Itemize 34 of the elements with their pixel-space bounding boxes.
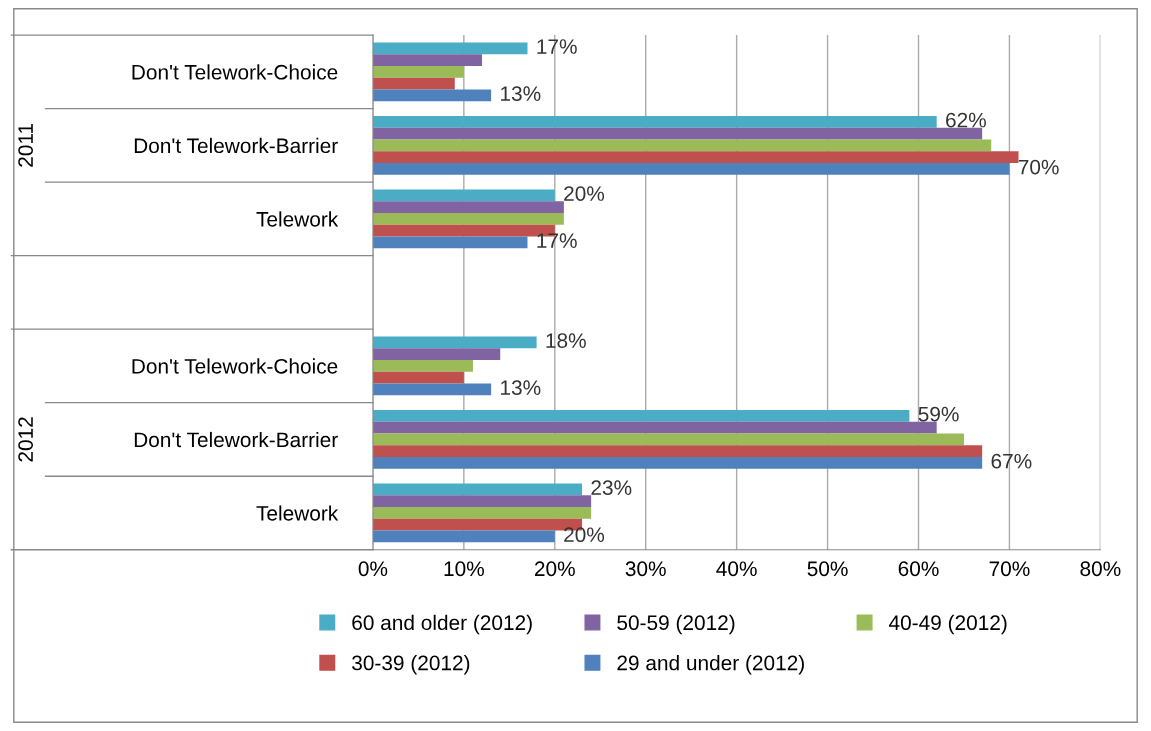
x-tick-label: 50% xyxy=(807,561,848,577)
data-label: 18% xyxy=(546,333,586,348)
y-tick-label: Telework xyxy=(256,211,339,227)
y-tick-label: Don't Telework-Choice xyxy=(132,358,338,374)
data-label: 20% xyxy=(564,186,605,201)
y-tick-label: Don't Telework-Barrier xyxy=(134,137,338,154)
x-tick-label: 40% xyxy=(716,561,757,577)
legend-label: 30-39 (2012) xyxy=(352,655,470,675)
x-tick-label: 60% xyxy=(898,561,939,577)
data-label: 62% xyxy=(946,112,986,128)
data-label: 70% xyxy=(1018,159,1059,175)
x-tick-label: 30% xyxy=(625,561,666,577)
data-label: 67% xyxy=(991,453,1032,469)
data-label: 13% xyxy=(501,86,541,101)
data-label: 23% xyxy=(591,480,632,496)
x-tick-label: 20% xyxy=(534,561,575,577)
x-tick-label: 80% xyxy=(1080,561,1121,577)
y-tick-label: Don't Telework-Barrier xyxy=(134,431,338,448)
x-tick-label: 70% xyxy=(989,561,1030,577)
data-label: 59% xyxy=(918,406,959,422)
y-tick-label: Telework xyxy=(256,505,339,521)
x-tick-label: 0% xyxy=(358,561,388,577)
legend-label: 29 and under (2012) xyxy=(617,655,804,675)
legend-label: 60 and older (2012) xyxy=(352,614,532,635)
data-label: 13% xyxy=(501,380,541,396)
data-label: 17% xyxy=(537,39,577,54)
data-label: 20% xyxy=(564,527,605,543)
data-label: 17% xyxy=(537,233,577,248)
text: 2011 xyxy=(18,123,33,167)
legend-label: 50-59 (2012) xyxy=(617,614,735,635)
x-tick-label: 10% xyxy=(444,561,484,577)
y-tick-label: Don't Telework-Choice xyxy=(132,64,338,80)
legend-label: 40-49 (2012) xyxy=(889,614,1007,635)
text: 2012 xyxy=(18,417,33,462)
